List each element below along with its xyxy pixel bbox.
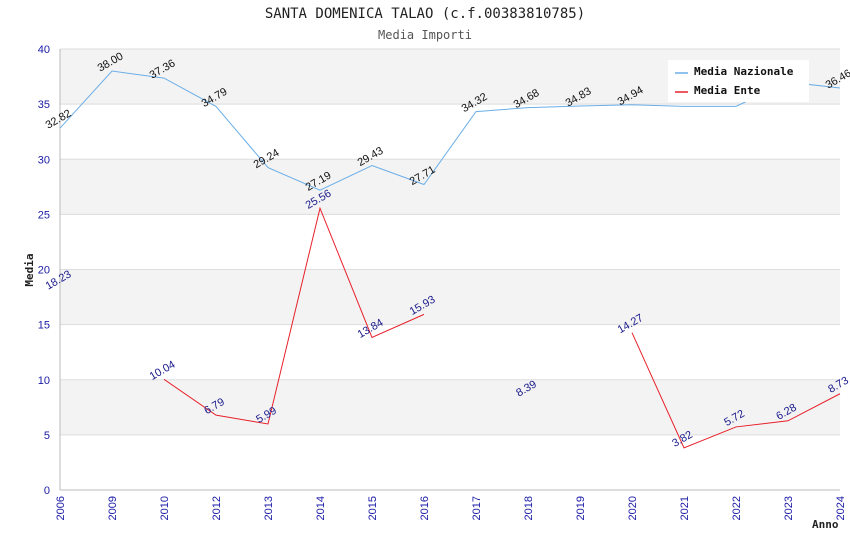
grid-band: [60, 379, 840, 435]
legend-label-ente: Media Ente: [694, 84, 761, 97]
x-axis-ticks: 2006 2009 2010 2012 2013 2014 2015 2016 2017 2018…: [55, 496, 847, 520]
grid-band: [60, 269, 840, 325]
grid-band: [60, 434, 840, 490]
y-tick-label: 15: [38, 320, 50, 332]
grid-band: [60, 324, 840, 380]
legend-box: [668, 60, 809, 102]
y-tick-label: 10: [38, 375, 50, 387]
x-tick-label: 2015: [367, 496, 379, 520]
legend-label-nazionale: Media Nazionale: [694, 65, 794, 78]
y-axis-label: Media: [23, 253, 36, 286]
x-tick-label: 2024: [835, 496, 847, 520]
series-line-nazionale: [59, 70, 841, 191]
series-line-ente: [163, 206, 425, 425]
x-tick-label: 2023: [783, 496, 795, 520]
y-tick-label: 30: [38, 154, 50, 166]
grid-band: [60, 214, 840, 270]
grid-bands: [60, 48, 840, 490]
x-tick-label: 2017: [471, 496, 483, 520]
y-tick-label: 0: [44, 485, 50, 497]
x-tick-label: 2014: [315, 496, 327, 520]
x-tick-label: 2006: [55, 496, 67, 520]
x-tick-label: 2020: [627, 496, 639, 520]
y-tick-label: 35: [38, 99, 50, 111]
x-tick-label: 2013: [263, 496, 275, 520]
x-tick-label: 2022: [731, 496, 743, 520]
x-tick-label: 2009: [107, 496, 119, 520]
y-tick-label: 25: [38, 209, 50, 221]
x-tick-label: 2010: [159, 496, 171, 520]
grid-band: [60, 159, 840, 215]
y-axis-ticks: 0 5 10 15 20 25 30 35 40: [38, 44, 50, 497]
chart-title: SANTA DOMENICA TALAO (c.f.00383810785): [265, 6, 585, 22]
y-tick-label: 20: [38, 265, 50, 277]
x-tick-label: 2019: [575, 496, 587, 520]
x-axis-label: Anno: [812, 518, 839, 531]
series-group: [59, 70, 841, 449]
y-tick-label: 40: [38, 44, 50, 56]
x-tick-label: 2012: [211, 496, 223, 520]
series-line-ente: [631, 332, 841, 449]
x-tick-label: 2018: [523, 496, 535, 520]
x-tick-label: 2021: [679, 496, 691, 520]
chart-subtitle: Media Importi: [378, 28, 472, 42]
legend: Media Nazionale Media Ente: [668, 60, 809, 102]
grid-band: [60, 104, 840, 160]
y-tick-label: 5: [44, 430, 50, 442]
x-tick-label: 2016: [419, 496, 431, 520]
